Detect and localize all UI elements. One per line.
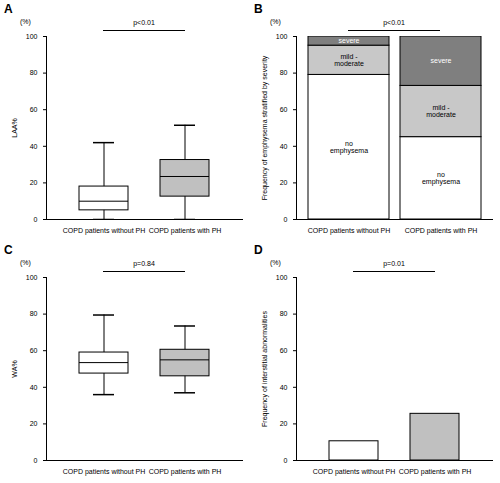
html-text:p=0.84: p=0.84 — [133, 260, 155, 267]
svg-text:0: 0 — [284, 457, 288, 464]
html-text:D: D — [254, 243, 263, 257]
svg-text:100: 100 — [276, 33, 288, 40]
svg-text:80: 80 — [30, 310, 38, 317]
svg-text:40: 40 — [280, 384, 288, 391]
html-text:p<0.01: p<0.01 — [133, 19, 155, 26]
svg-text:WA%: WA% — [11, 360, 18, 377]
html-text:A: A — [4, 2, 13, 16]
svg-text:100: 100 — [26, 33, 38, 40]
svg-text:severe: severe — [430, 57, 451, 64]
svg-text:COPD patients with PH: COPD patients with PH — [405, 227, 478, 235]
svg-text:80: 80 — [280, 310, 288, 317]
svg-text:100: 100 — [276, 274, 288, 281]
svg-text:mild -moderate: mild -moderate — [334, 53, 364, 67]
svg-text:20: 20 — [30, 179, 38, 186]
svg-text:60: 60 — [280, 106, 288, 113]
svg-text:100: 100 — [26, 274, 38, 281]
svg-text:0: 0 — [34, 216, 38, 223]
svg-text:40: 40 — [280, 143, 288, 150]
svg-text:60: 60 — [30, 106, 38, 113]
svg-text:severe: severe — [338, 37, 359, 44]
svg-text:COPD patients with PH: COPD patients with PH — [399, 468, 472, 476]
svg-text:60: 60 — [280, 347, 288, 354]
html-text:B: B — [254, 2, 263, 16]
svg-text:Frequency of emphysema stratif: Frequency of emphysema stratified by sev… — [261, 55, 269, 200]
svg-text:40: 40 — [30, 384, 38, 391]
svg-text:noemphysema: noemphysema — [422, 171, 460, 186]
html-text:p=0.01: p=0.01 — [383, 260, 405, 267]
svg-text:COPD patients without PH: COPD patients without PH — [63, 227, 145, 235]
svg-text:20: 20 — [280, 179, 288, 186]
svg-text:40: 40 — [30, 143, 38, 150]
svg-text:COPD patients without PH: COPD patients without PH — [63, 468, 145, 476]
svg-text:COPD patients with PH: COPD patients with PH — [149, 227, 222, 235]
html-text:C: C — [4, 243, 13, 257]
svg-text:COPD patients without PH: COPD patients without PH — [308, 227, 390, 235]
svg-text:80: 80 — [280, 69, 288, 76]
svg-text:COPD patients with PH: COPD patients with PH — [149, 468, 222, 476]
svg-text:80: 80 — [30, 69, 38, 76]
svg-text:20: 20 — [280, 420, 288, 427]
svg-text:mild -moderate: mild -moderate — [426, 104, 456, 118]
svg-text:noemphysema: noemphysema — [330, 140, 368, 155]
svg-text:0: 0 — [284, 216, 288, 223]
svg-text:LAA%: LAA% — [11, 118, 18, 137]
svg-text:60: 60 — [30, 347, 38, 354]
svg-text:20: 20 — [30, 420, 38, 427]
svg-text:COPD patients without PH: COPD patients without PH — [313, 468, 395, 476]
svg-text:Frequency of interstitial abno: Frequency of interstitial abnormalities — [261, 311, 269, 427]
html-text:p<0.01: p<0.01 — [383, 19, 405, 26]
svg-text:0: 0 — [34, 457, 38, 464]
